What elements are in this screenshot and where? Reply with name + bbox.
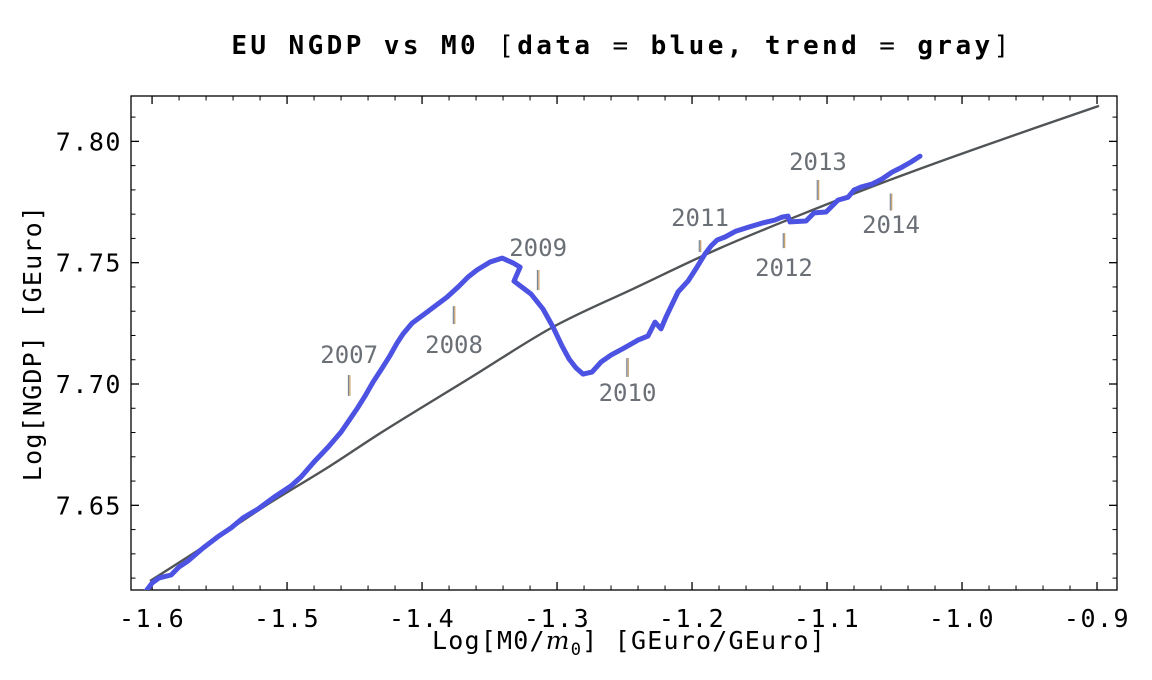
x-axis-label: Log[M0/m0] [GEuro/GEuro] [432,626,826,660]
y-axis-label-segment: ] [18,335,47,351]
y-axis-label-segment: NGDP [18,351,47,416]
year-label: 2011 [671,204,729,232]
y-axis-label-segment: Log [18,432,47,481]
y-axis-label-segment [18,319,47,335]
chart-title: EU NGDP vs M0 [data = blue, trend = gray… [231,31,1012,61]
chart-title-segment: [ [498,31,518,61]
y-tick-label: 7.65 [56,491,122,520]
x-tick-label: -1.5 [254,604,320,633]
year-label: 2012 [755,254,813,282]
chart-title-segment: = [593,31,651,61]
x-tick-label: -0.9 [1064,604,1130,633]
x-tick-label: -1.1 [794,604,860,633]
data-series-line [143,153,923,590]
x-tick-label: -1.4 [389,604,455,633]
x-axis-label-segment: GEuro [631,626,712,655]
x-axis-label-segment: / [530,626,546,655]
x-axis-label-segment: [ [481,626,497,655]
chart-title-segment: gray [917,31,994,61]
y-tick-label: 7.75 [56,249,122,278]
year-label: 2013 [789,148,847,176]
x-axis-label-segment: Log [432,626,481,655]
y-tick-label: 7.80 [56,127,122,156]
year-label: 2010 [599,379,657,407]
y-tick-label: 7.70 [56,370,122,399]
y-axis-label-segment: GEuro [18,221,47,302]
chart-title-segment: ] [993,31,1013,61]
x-tick-label: -1.2 [659,604,725,633]
x-tick-label: -1.3 [524,604,590,633]
x-axis-label-segment: ] [582,626,598,655]
year-label: 2007 [320,341,378,369]
x-axis-label-segment: [ [615,626,631,655]
chart-title-segment: = [860,31,918,61]
x-tick-label: -1.6 [119,604,185,633]
x-axis-label-segment [598,626,614,655]
year-label: 2009 [509,234,567,262]
x-axis-label-segment: m [546,626,571,655]
chart-title-segment: EU NGDP vs M0 [231,31,499,61]
x-axis-label-segment: / [712,626,728,655]
chart-title-segment: data [517,31,594,61]
y-axis-label-segment: [ [18,416,47,432]
year-label: 2008 [425,331,483,359]
y-axis-label-segment: ] [18,205,47,221]
year-label: 2014 [862,211,920,239]
plot-frame [130,95,1118,591]
x-axis-label-segment: M0 [497,626,530,655]
trend-line [149,104,1100,583]
y-axis-label-segment: [ [18,302,47,318]
x-axis-label-segment: ] [810,626,826,655]
y-axis-label: Log[NGDP] [GEuro] [18,205,47,481]
x-tick-label: -1.0 [929,604,995,633]
x-axis-label-segment: 0 [571,640,582,660]
chart-title-segment: blue, trend [650,31,861,61]
x-axis-label-segment: GEuro [728,626,809,655]
